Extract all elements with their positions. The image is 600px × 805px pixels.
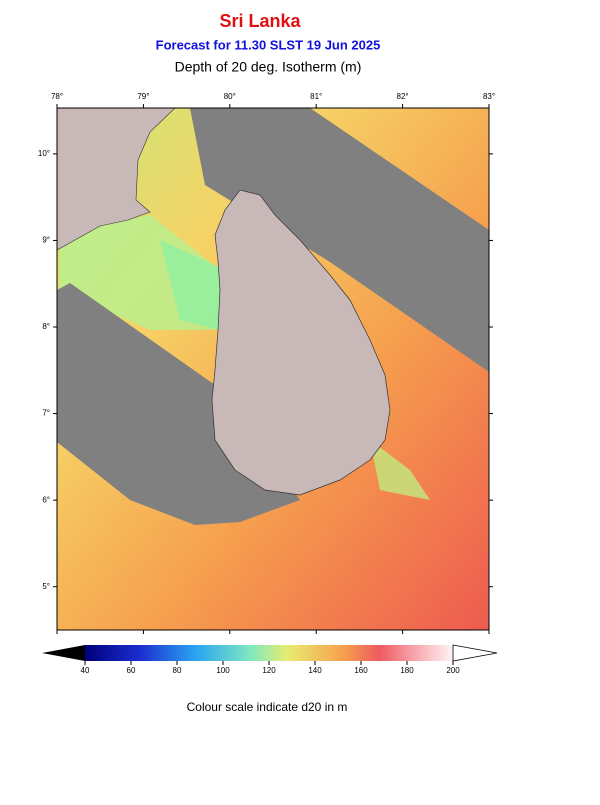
colorbar-tick-label: 100 bbox=[216, 666, 230, 675]
lat-label: 5° bbox=[42, 582, 50, 591]
lon-label: 79° bbox=[137, 92, 149, 101]
lat-label: 9° bbox=[42, 236, 50, 245]
colorbar-ticks: 40 60 80 100 120 140 160 180 200 bbox=[81, 661, 460, 675]
map-axes: 78° 79° 80° 81° 82° 83° 10° 9° 8° 7° 6° 5° bbox=[38, 92, 495, 634]
subtitle: Forecast for 11.30 SLST 19 Jun 2025 bbox=[156, 37, 381, 52]
sea-field bbox=[370, 440, 430, 500]
map-frame bbox=[56, 107, 490, 631]
caption: Colour scale indicate d20 in m bbox=[187, 700, 348, 714]
colorbar-tick-label: 160 bbox=[354, 666, 368, 675]
colorbar-tick-label: 40 bbox=[81, 666, 90, 675]
lon-label: 82° bbox=[397, 92, 409, 101]
lat-label: 7° bbox=[42, 409, 50, 418]
colorbar-tick-label: 120 bbox=[262, 666, 276, 675]
colorbar bbox=[85, 645, 453, 661]
map bbox=[57, 108, 489, 630]
colorbar-high-arrow bbox=[452, 644, 498, 662]
colorbar-low-arrow bbox=[42, 645, 85, 661]
colorbar-tick-label: 60 bbox=[127, 666, 136, 675]
colorbar-tick-label: 140 bbox=[308, 666, 322, 675]
colorbar-tick-label: 180 bbox=[400, 666, 414, 675]
colorbar-tick-label: 80 bbox=[173, 666, 182, 675]
land-india bbox=[57, 108, 176, 251]
lon-label: 78° bbox=[51, 92, 63, 101]
no-data-band bbox=[190, 108, 489, 372]
lon-label: 80° bbox=[224, 92, 236, 101]
colorbar-tick-label: 200 bbox=[446, 666, 460, 675]
map-title: Depth of 20 deg. Isotherm (m) bbox=[175, 59, 362, 75]
land-sri-lanka bbox=[211, 189, 391, 496]
sea-field bbox=[160, 240, 225, 330]
title: Sri Lanka bbox=[219, 11, 301, 31]
lon-label: 83° bbox=[483, 92, 495, 101]
lat-label: 6° bbox=[42, 495, 50, 504]
lat-label: 10° bbox=[38, 149, 50, 158]
lon-label: 81° bbox=[310, 92, 322, 101]
lat-label: 8° bbox=[42, 322, 50, 331]
